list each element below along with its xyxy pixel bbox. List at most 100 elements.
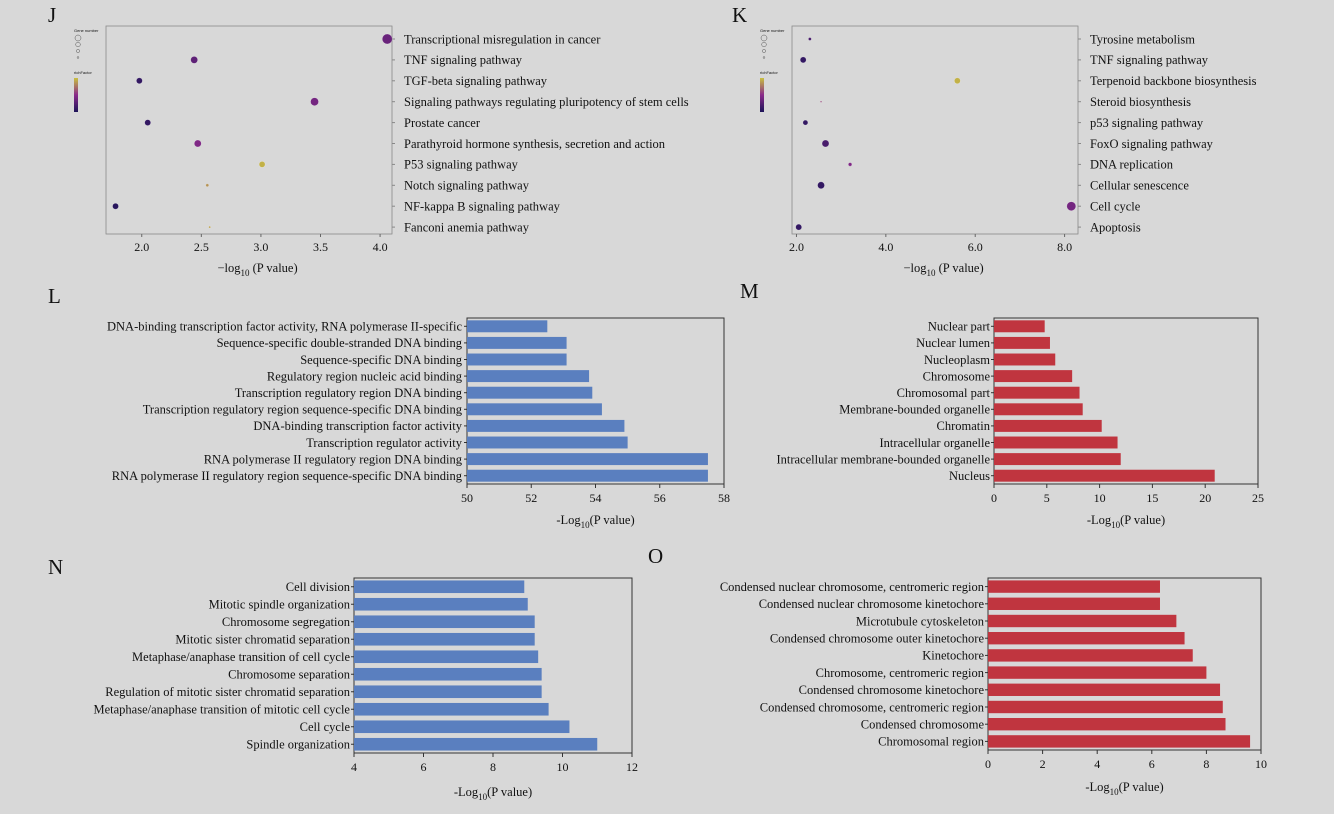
bar bbox=[994, 353, 1056, 366]
bar bbox=[988, 735, 1251, 748]
legend: Gene number richFactor bbox=[760, 28, 785, 112]
panel-label: K bbox=[732, 3, 747, 27]
x-tick-label: 0 bbox=[991, 491, 997, 505]
x-tick-label: 6.0 bbox=[968, 240, 983, 254]
category-label: RNA polymerase II regulatory region DNA … bbox=[204, 452, 463, 466]
category-label: Condensed chromosome, centromeric region bbox=[760, 700, 985, 714]
category-label: RNA polymerase II regulatory region sequ… bbox=[112, 469, 463, 483]
category-label: Steroid biosynthesis bbox=[1090, 95, 1191, 109]
category-label: TNF signaling pathway bbox=[1090, 53, 1209, 67]
category-label: Condensed chromosome bbox=[861, 718, 985, 732]
data-point bbox=[381, 33, 393, 45]
category-label: Condensed nuclear chromosome, centromeri… bbox=[720, 580, 985, 594]
bar bbox=[354, 597, 528, 611]
legend-size-marker bbox=[74, 34, 82, 42]
data-point bbox=[208, 225, 211, 229]
category-label: Chromosome bbox=[923, 369, 991, 383]
data-point bbox=[310, 97, 319, 106]
x-tick-label: 15 bbox=[1146, 491, 1158, 505]
bar bbox=[988, 580, 1160, 593]
data-point bbox=[136, 77, 143, 85]
x-tick-label: 3.5 bbox=[313, 240, 328, 254]
x-tick-label: 3.0 bbox=[253, 240, 268, 254]
panel-label: N bbox=[48, 555, 63, 579]
category-label: Transcription regulator activity bbox=[306, 436, 463, 450]
data-point bbox=[954, 77, 961, 85]
bar bbox=[467, 469, 708, 482]
bar bbox=[994, 436, 1118, 449]
x-tick-label: 2.5 bbox=[194, 240, 209, 254]
data-point bbox=[144, 119, 151, 126]
data-point bbox=[821, 139, 830, 148]
category-label: DNA replication bbox=[1090, 158, 1174, 172]
bar bbox=[467, 353, 567, 366]
x-axis-label: −log10 (P value) bbox=[903, 261, 983, 278]
panel-label: L bbox=[48, 284, 61, 308]
bar bbox=[988, 649, 1193, 662]
bar bbox=[467, 386, 593, 399]
bar bbox=[354, 632, 535, 646]
legend-title: richFactor bbox=[760, 70, 778, 75]
data-point bbox=[205, 183, 210, 188]
category-label: Spindle organization bbox=[246, 738, 350, 752]
x-tick-label: 8 bbox=[1203, 757, 1209, 771]
legend-size-marker bbox=[762, 56, 766, 59]
category-label: p53 signaling pathway bbox=[1090, 116, 1204, 130]
bar bbox=[467, 320, 548, 333]
legend-size-marker bbox=[762, 49, 766, 53]
x-tick-label: 8.0 bbox=[1057, 240, 1072, 254]
category-label: Mitotic sister chromatid separation bbox=[175, 633, 350, 647]
category-label: DNA-binding transcription factor activit… bbox=[107, 320, 462, 334]
bar bbox=[467, 453, 708, 466]
chart-panel-n: N Cell division Mitotic spindle organizati… bbox=[48, 555, 638, 802]
x-tick-label: 0 bbox=[985, 757, 991, 771]
category-label: Metaphase/anaphase transition of mitotic… bbox=[93, 703, 350, 717]
x-tick-label: 20 bbox=[1199, 491, 1211, 505]
category-label: Chromosome separation bbox=[228, 668, 351, 682]
x-tick-label: 2.0 bbox=[134, 240, 149, 254]
x-tick-label: 2 bbox=[1040, 757, 1046, 771]
chart-panel-j: J Transcriptional misregulation in cancer… bbox=[48, 3, 689, 278]
data-point bbox=[194, 139, 202, 148]
x-axis-label: -Log10(P value) bbox=[1085, 780, 1163, 797]
panel-label: J bbox=[48, 3, 56, 27]
x-tick-label: 2.0 bbox=[789, 240, 804, 254]
panel-label: M bbox=[740, 279, 759, 303]
x-tick-label: 10 bbox=[1255, 757, 1267, 771]
x-axis-label: −log10 (P value) bbox=[217, 261, 297, 278]
category-label: Chromosomal region bbox=[878, 735, 985, 749]
bar bbox=[354, 737, 598, 751]
x-axis-label: -Log10(P value) bbox=[454, 785, 532, 802]
legend: Gene number richFactor bbox=[74, 28, 99, 112]
legend-size-marker bbox=[76, 56, 80, 59]
category-label: Transcriptional misregulation in cancer bbox=[404, 32, 601, 46]
category-label: Cell cycle bbox=[1090, 200, 1141, 214]
category-label: Chromosome, centromeric region bbox=[816, 666, 985, 680]
category-label: Kinetochore bbox=[922, 649, 984, 663]
data-point bbox=[795, 223, 802, 231]
bar bbox=[354, 580, 525, 594]
category-label: TNF signaling pathway bbox=[404, 53, 523, 67]
bar bbox=[467, 403, 602, 416]
data-point bbox=[1066, 201, 1077, 211]
category-label: Sequence-specific double-stranded DNA bi… bbox=[217, 336, 463, 350]
category-label: Regulation of mitotic sister chromatid s… bbox=[105, 685, 350, 699]
legend-colorbar bbox=[760, 78, 764, 112]
bar bbox=[994, 469, 1215, 482]
x-tick-label: 54 bbox=[590, 491, 602, 505]
chart-panel-m: M Nuclear part Nuclear lumen Nucleoplasm Chr… bbox=[740, 279, 1264, 530]
category-label: Chromosome segregation bbox=[222, 615, 351, 629]
bar bbox=[988, 718, 1226, 731]
plot-frame bbox=[791, 25, 1079, 235]
x-axis-label: -Log10(P value) bbox=[556, 513, 634, 530]
bar bbox=[467, 336, 567, 349]
category-label: Microtubule cytoskeleton bbox=[856, 614, 985, 628]
x-tick-label: 58 bbox=[718, 491, 730, 505]
category-label: Nucleoplasm bbox=[924, 353, 990, 367]
plot-frame bbox=[993, 317, 1259, 485]
legend-title: Gene number bbox=[74, 28, 99, 33]
category-label: Transcription regulatory region DNA bind… bbox=[235, 386, 463, 400]
x-axis-label: -Log10(P value) bbox=[1087, 513, 1165, 530]
data-point bbox=[848, 162, 853, 167]
x-tick-label: 4.0 bbox=[878, 240, 893, 254]
